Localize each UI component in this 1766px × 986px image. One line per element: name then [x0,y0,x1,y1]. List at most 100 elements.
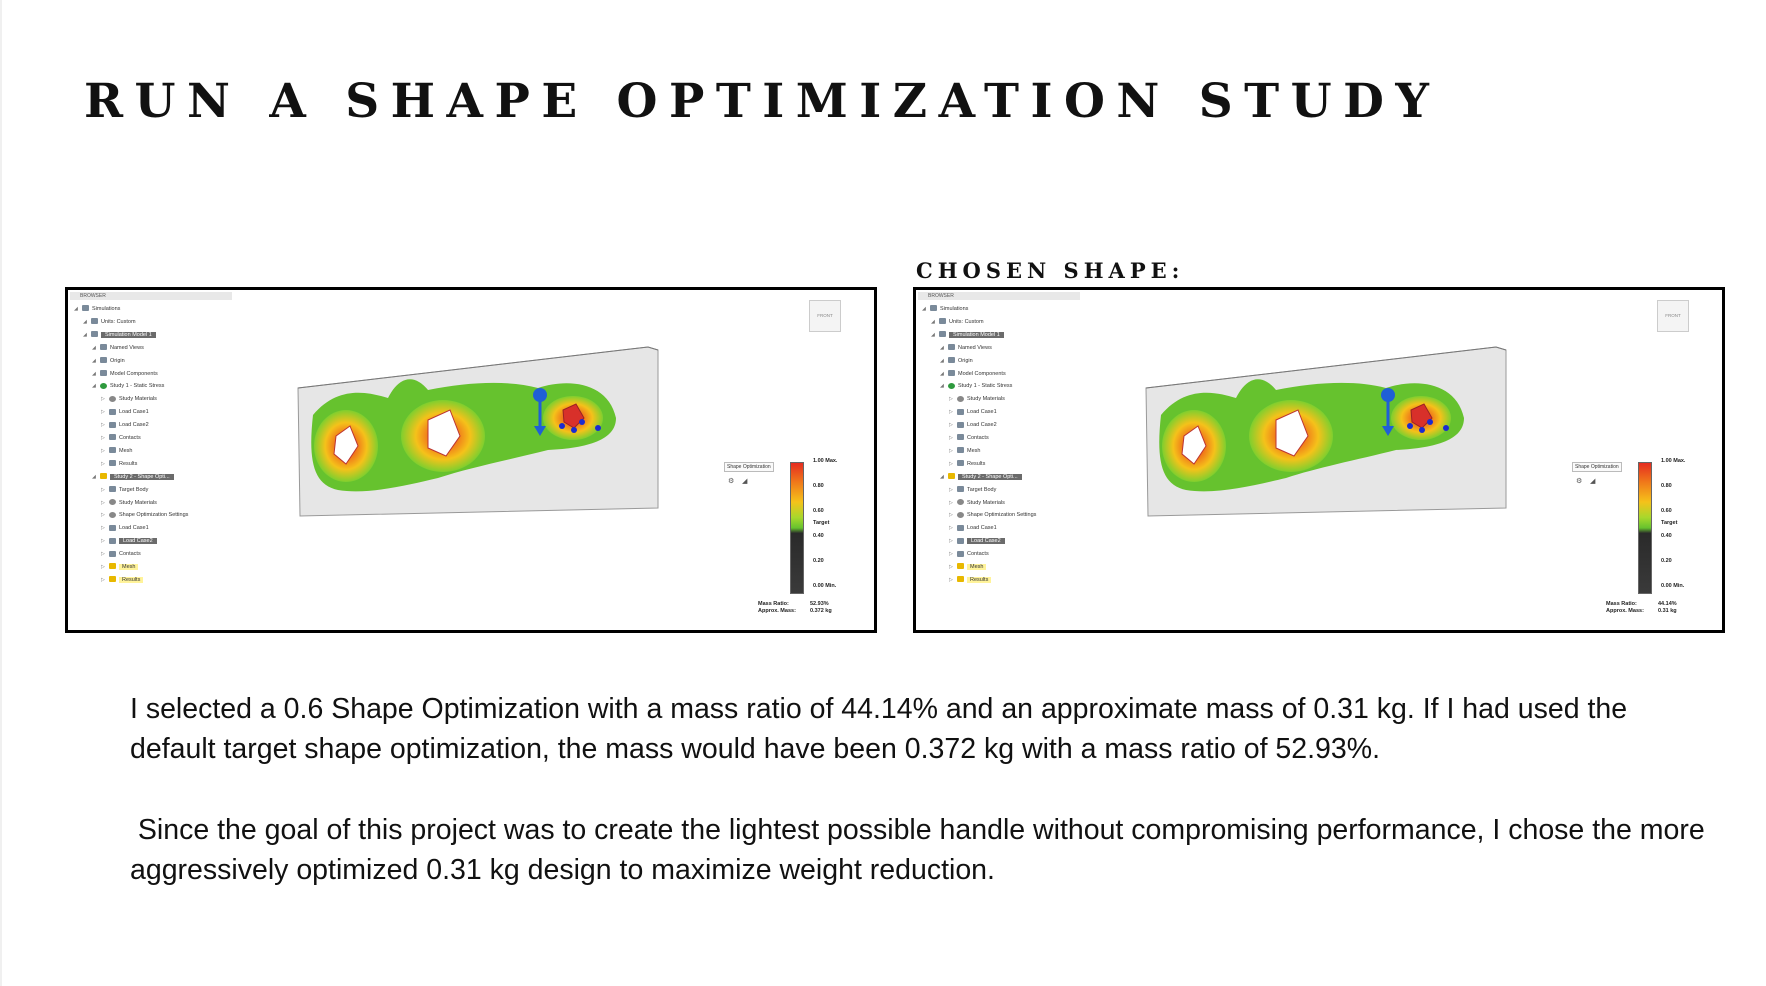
tree-item[interactable]: ▷ Results [101,575,144,585]
constraint-point [559,423,565,429]
expand-arrow-icon[interactable]: ◢ [92,473,96,480]
expand-arrow-icon[interactable]: ◢ [940,473,944,480]
expand-arrow-icon[interactable]: ▷ [101,551,105,558]
tree-item[interactable]: ▷ Shape Optimization Settings [949,510,1036,520]
expand-arrow-icon[interactable]: ◢ [74,306,78,312]
tree-item[interactable]: ▷ Study Materials [101,498,157,508]
tree-item[interactable]: ▷ Mesh [101,446,132,456]
tree-item[interactable]: ▷ Results [101,459,137,469]
expand-arrow-icon[interactable]: ▷ [101,435,105,441]
constraint-point [1427,419,1433,425]
expand-arrow-icon[interactable]: ◢ [940,370,944,377]
expand-arrow-icon[interactable]: ▷ [949,499,953,506]
tree-item[interactable]: ◢ Simulations [922,304,968,314]
expand-arrow-icon[interactable]: ▷ [949,512,953,519]
tree-item[interactable]: ▷ Load Case1 [949,523,997,533]
expand-arrow-icon[interactable]: ▷ [949,422,953,429]
expand-arrow-icon[interactable]: ▷ [101,576,105,583]
expand-arrow-icon[interactable]: ▷ [101,499,105,506]
expand-arrow-icon[interactable]: ▷ [101,486,105,493]
expand-arrow-icon[interactable]: ▷ [949,564,953,570]
expand-arrow-icon[interactable]: ▷ [101,460,105,467]
view-cube[interactable]: FRONT [1657,300,1689,332]
expand-arrow-icon[interactable]: ◢ [92,383,96,390]
expand-arrow-icon[interactable]: ▷ [101,396,105,403]
expand-arrow-icon[interactable]: ◢ [92,357,96,364]
tree-item[interactable]: ◢ Named Views [92,343,144,353]
tree-item[interactable]: ◢ Origin [92,356,125,366]
legend-scale-bar[interactable] [1638,462,1652,594]
expand-arrow-icon[interactable]: ▷ [949,435,953,441]
tree-item[interactable]: ▷ Load Case2 [101,420,149,430]
expand-arrow-icon[interactable]: ◢ [931,331,935,338]
tree-item[interactable]: ◢ Study 1 - Static Stress [92,381,164,391]
view-cube[interactable]: FRONT [809,300,841,332]
expand-arrow-icon[interactable]: ▷ [101,447,105,454]
legend-scale-bar[interactable] [790,462,804,594]
expand-arrow-icon[interactable]: ◢ [92,344,96,351]
tree-item[interactable]: ◢ Origin [940,356,973,366]
expand-arrow-icon[interactable]: ▷ [949,460,953,467]
expand-arrow-icon[interactable]: ▷ [949,396,953,403]
expand-arrow-icon[interactable]: ▷ [101,512,105,519]
tree-item[interactable]: ▷ Target Body [949,485,996,495]
tree-item[interactable]: ▷ Load Case2 [949,420,997,430]
expand-arrow-icon[interactable]: ▷ [949,525,953,532]
tree-item[interactable]: ▷ Target Body [101,485,148,495]
tree-item[interactable]: ▷ Load Case2 [101,536,157,546]
tree-item[interactable]: ▷ Mesh [949,562,987,572]
tree-item[interactable]: ▷ Study Materials [949,394,1005,404]
tree-item[interactable]: ◢ Study 2 - Shape Opti... [940,472,1022,482]
tree-item[interactable]: ▷ Shape Optimization Settings [101,510,188,520]
expand-arrow-icon[interactable]: ◢ [940,344,944,351]
tree-item[interactable]: ▷ Contacts [101,549,141,559]
expand-arrow-icon[interactable]: ▷ [949,447,953,454]
tree-item[interactable]: ▷ Mesh [949,446,980,456]
tree-item[interactable]: ▷ Study Materials [949,498,1005,508]
tree-item[interactable]: ◢ Model Components [940,369,1006,379]
gear-icon[interactable]: ⚙ [728,478,735,485]
expand-arrow-icon[interactable]: ▷ [949,538,953,545]
shape-optimization-dropdown[interactable]: Shape Optimization [1572,462,1622,472]
expand-arrow-icon[interactable]: ◢ [92,370,96,377]
tree-item[interactable]: ◢ Study 1 - Static Stress [940,381,1012,391]
tree-item[interactable]: ◢ Simulations [74,304,120,314]
expand-arrow-icon[interactable]: ◢ [83,331,87,338]
tree-item[interactable]: ◢ Simulation Model 1 [931,330,1004,340]
slope-icon[interactable]: ◢ [1590,478,1596,485]
expand-arrow-icon[interactable]: ◢ [940,383,944,390]
tree-item[interactable]: ◢ Simulation Model 1 [83,330,156,340]
tree-item[interactable]: ◢ Study 2 - Shape Opti... [92,472,174,482]
expand-arrow-icon[interactable]: ▷ [949,551,953,558]
shape-optimization-dropdown[interactable]: Shape Optimization [724,462,774,472]
expand-arrow-icon[interactable]: ◢ [931,318,935,325]
expand-arrow-icon[interactable]: ◢ [83,318,87,325]
expand-arrow-icon[interactable]: ◢ [922,306,926,312]
tree-item[interactable]: ◢ Named Views [940,343,992,353]
tree-item[interactable]: ▷ Mesh [101,562,139,572]
gear-icon[interactable]: ⚙ [1576,478,1583,485]
tree-item[interactable]: ▷ Load Case1 [101,407,149,417]
expand-arrow-icon[interactable]: ◢ [940,357,944,364]
expand-arrow-icon[interactable]: ▷ [949,486,953,493]
expand-arrow-icon[interactable]: ▷ [101,422,105,429]
tree-item[interactable]: ▷ Contacts [101,433,141,443]
slope-icon[interactable]: ◢ [742,478,748,485]
expand-arrow-icon[interactable]: ▷ [101,525,105,532]
tree-item[interactable]: ◢ Units: Custom [83,317,136,327]
expand-arrow-icon[interactable]: ▷ [949,409,953,416]
tree-item[interactable]: ▷ Contacts [949,549,989,559]
tree-item[interactable]: ▷ Study Materials [101,394,157,404]
expand-arrow-icon[interactable]: ▷ [101,538,105,545]
tree-item[interactable]: ▷ Load Case1 [101,523,149,533]
tree-item[interactable]: ▷ Results [949,575,992,585]
tree-item[interactable]: ▷ Contacts [949,433,989,443]
tree-item[interactable]: ▷ Load Case2 [949,536,1005,546]
expand-arrow-icon[interactable]: ▷ [949,576,953,583]
tree-item[interactable]: ◢ Model Components [92,369,158,379]
tree-item[interactable]: ▷ Load Case1 [949,407,997,417]
tree-item[interactable]: ▷ Results [949,459,985,469]
tree-item[interactable]: ◢ Units: Custom [931,317,984,327]
expand-arrow-icon[interactable]: ▷ [101,564,105,570]
expand-arrow-icon[interactable]: ▷ [101,409,105,416]
